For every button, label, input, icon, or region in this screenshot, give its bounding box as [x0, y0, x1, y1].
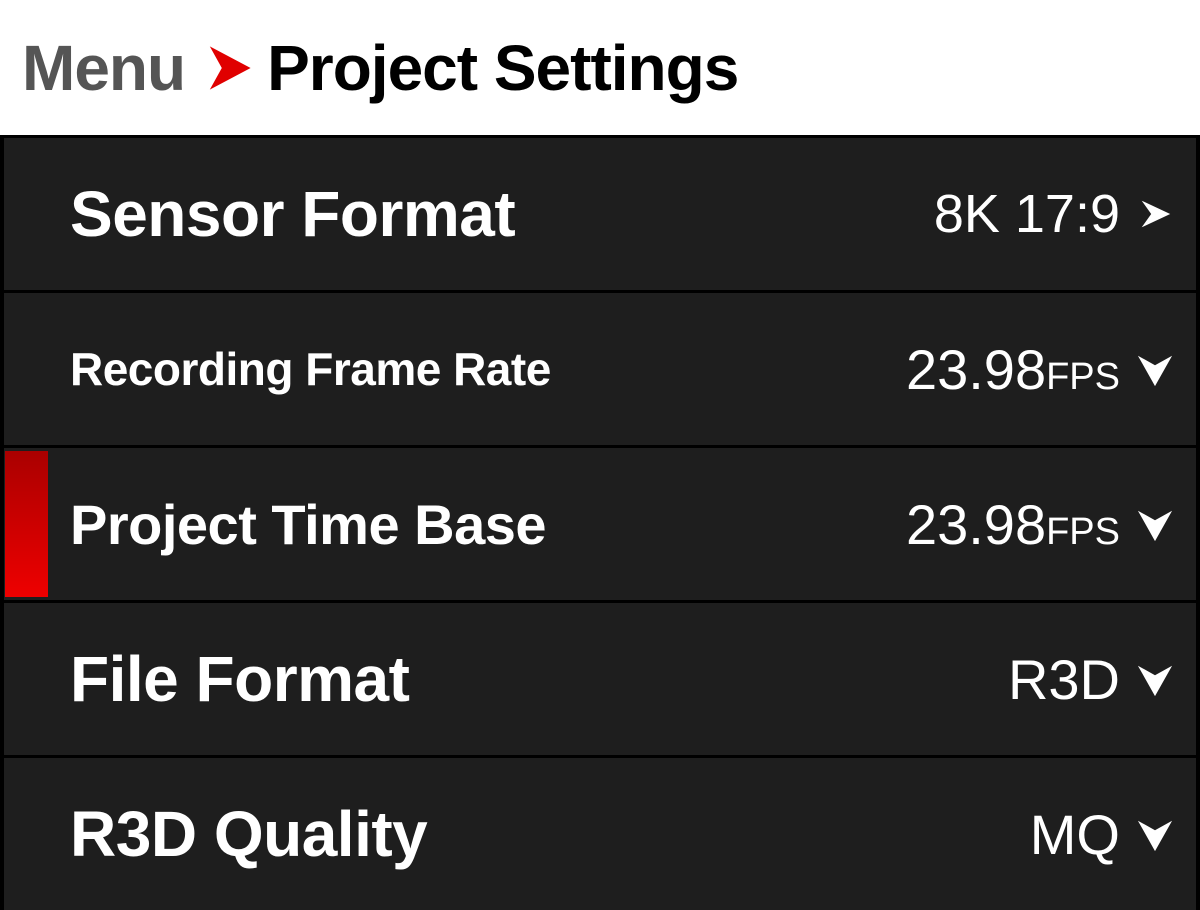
chevron-down-icon [1137, 355, 1173, 387]
setting-label: Project Time Base [70, 492, 547, 556]
value-unit: FPS [1046, 510, 1120, 553]
value-text: MQ [1029, 802, 1120, 866]
chevron-down-icon [1137, 820, 1173, 852]
chevron-right-icon [1141, 200, 1171, 228]
setting-value: 8K 17:9 [934, 183, 1174, 245]
selection-indicator [5, 451, 48, 597]
setting-label: Sensor Format [70, 178, 516, 250]
setting-r3d-quality[interactable]: R3D Quality MQ [4, 758, 1196, 910]
setting-value: 23.98 FPS [906, 492, 1174, 557]
value-unit: FPS [1046, 355, 1120, 398]
setting-label: File Format [70, 643, 410, 715]
setting-sensor-format[interactable]: Sensor Format 8K 17:9 [4, 138, 1196, 290]
setting-label: R3D Quality [70, 798, 428, 870]
setting-recording-frame-rate[interactable]: Recording Frame Rate 23.98 FPS [4, 293, 1196, 445]
settings-list: Sensor Format 8K 17:9 Recording Frame Ra… [0, 135, 1200, 910]
setting-file-format[interactable]: File Format R3D [4, 603, 1196, 755]
value-text: 8K 17:9 [933, 184, 1120, 244]
chevron-down-icon [1137, 510, 1173, 542]
value-text: 23.98 [905, 337, 1047, 401]
setting-value: MQ [1030, 802, 1174, 867]
breadcrumb-menu[interactable]: Menu [22, 31, 186, 104]
breadcrumb-arrow-icon [209, 45, 251, 90]
value-text: R3D [1007, 647, 1120, 711]
page-title: Project Settings [267, 31, 739, 104]
setting-value: R3D [1008, 647, 1174, 712]
setting-label: Recording Frame Rate [70, 343, 551, 395]
breadcrumb: Menu Project Settings [0, 0, 1200, 135]
setting-value: 23.98 FPS [906, 337, 1174, 402]
chevron-down-icon [1137, 665, 1173, 697]
value-text: 23.98 [905, 492, 1047, 556]
setting-project-time-base[interactable]: Project Time Base 23.98 FPS [4, 448, 1196, 600]
